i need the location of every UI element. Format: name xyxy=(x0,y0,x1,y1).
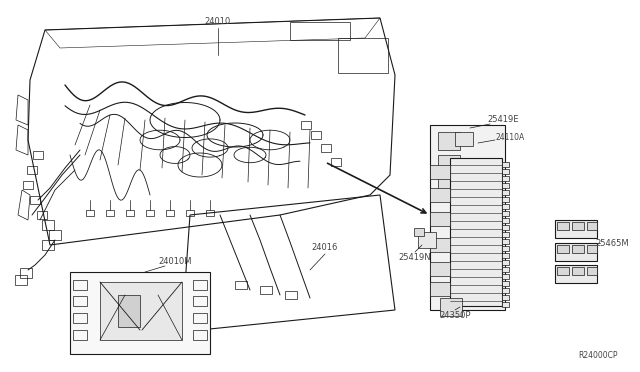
Text: 24010M: 24010M xyxy=(158,257,192,266)
Bar xyxy=(193,330,207,340)
Bar xyxy=(260,286,272,294)
Bar xyxy=(166,210,174,216)
Bar xyxy=(290,22,350,40)
Bar xyxy=(440,298,462,316)
Text: 24350P: 24350P xyxy=(439,311,471,321)
Bar xyxy=(430,165,450,179)
Bar xyxy=(502,295,509,300)
Bar xyxy=(502,281,509,286)
Bar xyxy=(502,169,509,174)
Bar xyxy=(186,210,194,216)
Bar xyxy=(430,212,450,226)
Bar xyxy=(86,210,94,216)
Text: 24016: 24016 xyxy=(312,244,338,253)
Bar xyxy=(126,210,134,216)
Bar xyxy=(430,282,450,296)
Text: R24000CP: R24000CP xyxy=(579,352,618,360)
Bar xyxy=(42,220,54,230)
Bar xyxy=(438,155,460,173)
Bar xyxy=(106,210,114,216)
Bar xyxy=(193,280,207,290)
Bar xyxy=(557,267,569,275)
Bar xyxy=(193,296,207,306)
Bar xyxy=(587,222,597,230)
Bar xyxy=(73,296,87,306)
Bar xyxy=(450,158,502,306)
Bar xyxy=(285,291,297,299)
Bar xyxy=(301,121,311,129)
Bar xyxy=(502,288,509,293)
Text: 24010: 24010 xyxy=(205,17,231,26)
Bar xyxy=(587,267,597,275)
Bar xyxy=(235,281,247,289)
Bar xyxy=(193,313,207,323)
Bar xyxy=(70,272,210,354)
Bar xyxy=(502,204,509,209)
Bar xyxy=(502,197,509,202)
Bar xyxy=(206,210,214,216)
Bar xyxy=(438,178,460,196)
Bar xyxy=(502,232,509,237)
Bar xyxy=(331,158,341,166)
Bar xyxy=(311,131,321,139)
Bar xyxy=(49,230,61,240)
Bar xyxy=(430,262,450,276)
Bar xyxy=(502,239,509,244)
Text: 25465M: 25465M xyxy=(595,238,629,247)
Bar xyxy=(338,38,388,73)
Bar xyxy=(73,330,87,340)
Bar xyxy=(146,210,154,216)
Bar xyxy=(502,183,509,188)
Bar xyxy=(42,240,54,250)
Bar xyxy=(73,313,87,323)
Bar xyxy=(502,225,509,230)
Bar xyxy=(555,243,597,261)
Bar xyxy=(572,222,584,230)
Bar xyxy=(73,280,87,290)
Bar xyxy=(502,162,509,167)
Bar xyxy=(321,144,331,152)
Bar xyxy=(118,295,140,327)
Bar xyxy=(430,125,505,310)
Bar xyxy=(20,268,32,278)
Bar xyxy=(430,238,450,252)
Bar xyxy=(430,188,450,202)
Text: 25419N: 25419N xyxy=(399,253,431,263)
Bar xyxy=(572,267,584,275)
Bar xyxy=(502,260,509,265)
Bar xyxy=(555,220,597,238)
Bar xyxy=(418,232,436,248)
Bar xyxy=(502,176,509,181)
Bar xyxy=(502,211,509,216)
Bar xyxy=(555,265,597,283)
Bar xyxy=(455,132,473,146)
Text: 25419E: 25419E xyxy=(487,115,519,125)
Bar xyxy=(502,218,509,223)
Bar xyxy=(502,190,509,195)
Text: 24110A: 24110A xyxy=(495,134,525,142)
Bar xyxy=(502,267,509,272)
Bar xyxy=(572,245,584,253)
Bar xyxy=(587,245,597,253)
Bar xyxy=(100,282,182,340)
Bar xyxy=(502,246,509,251)
Bar xyxy=(557,222,569,230)
Bar xyxy=(502,274,509,279)
Bar xyxy=(557,245,569,253)
Bar xyxy=(414,228,424,236)
Bar xyxy=(438,132,460,150)
Bar xyxy=(502,302,509,307)
Bar xyxy=(502,253,509,258)
Bar xyxy=(15,275,27,285)
